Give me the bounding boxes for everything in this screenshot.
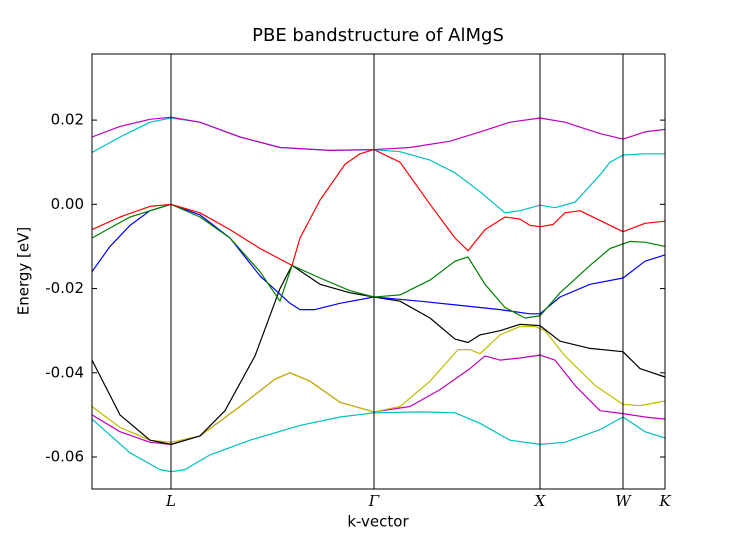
y-tick-label: 0.02 <box>51 111 84 129</box>
plot-area <box>91 116 666 473</box>
x-tick-label: W <box>615 492 632 510</box>
y-tick-label: 0.00 <box>51 195 84 213</box>
y-tick-label: -0.02 <box>45 279 84 297</box>
band-line <box>91 411 666 473</box>
x-tick-label: Γ <box>368 492 380 510</box>
x-axis-label: k-vector <box>347 513 409 531</box>
x-tick-label: K <box>658 492 671 510</box>
band-line <box>91 264 666 445</box>
y-tick-label: -0.04 <box>45 363 84 381</box>
chart-title: PBE bandstructure of AlMgS <box>252 25 504 46</box>
band-line <box>91 203 666 319</box>
band-line <box>91 149 666 266</box>
y-axis-label: Energy [eV] <box>15 227 33 315</box>
x-tick-label: X <box>534 492 547 510</box>
x-tick-label: L <box>165 492 176 510</box>
y-tick-label: -0.06 <box>45 447 84 465</box>
